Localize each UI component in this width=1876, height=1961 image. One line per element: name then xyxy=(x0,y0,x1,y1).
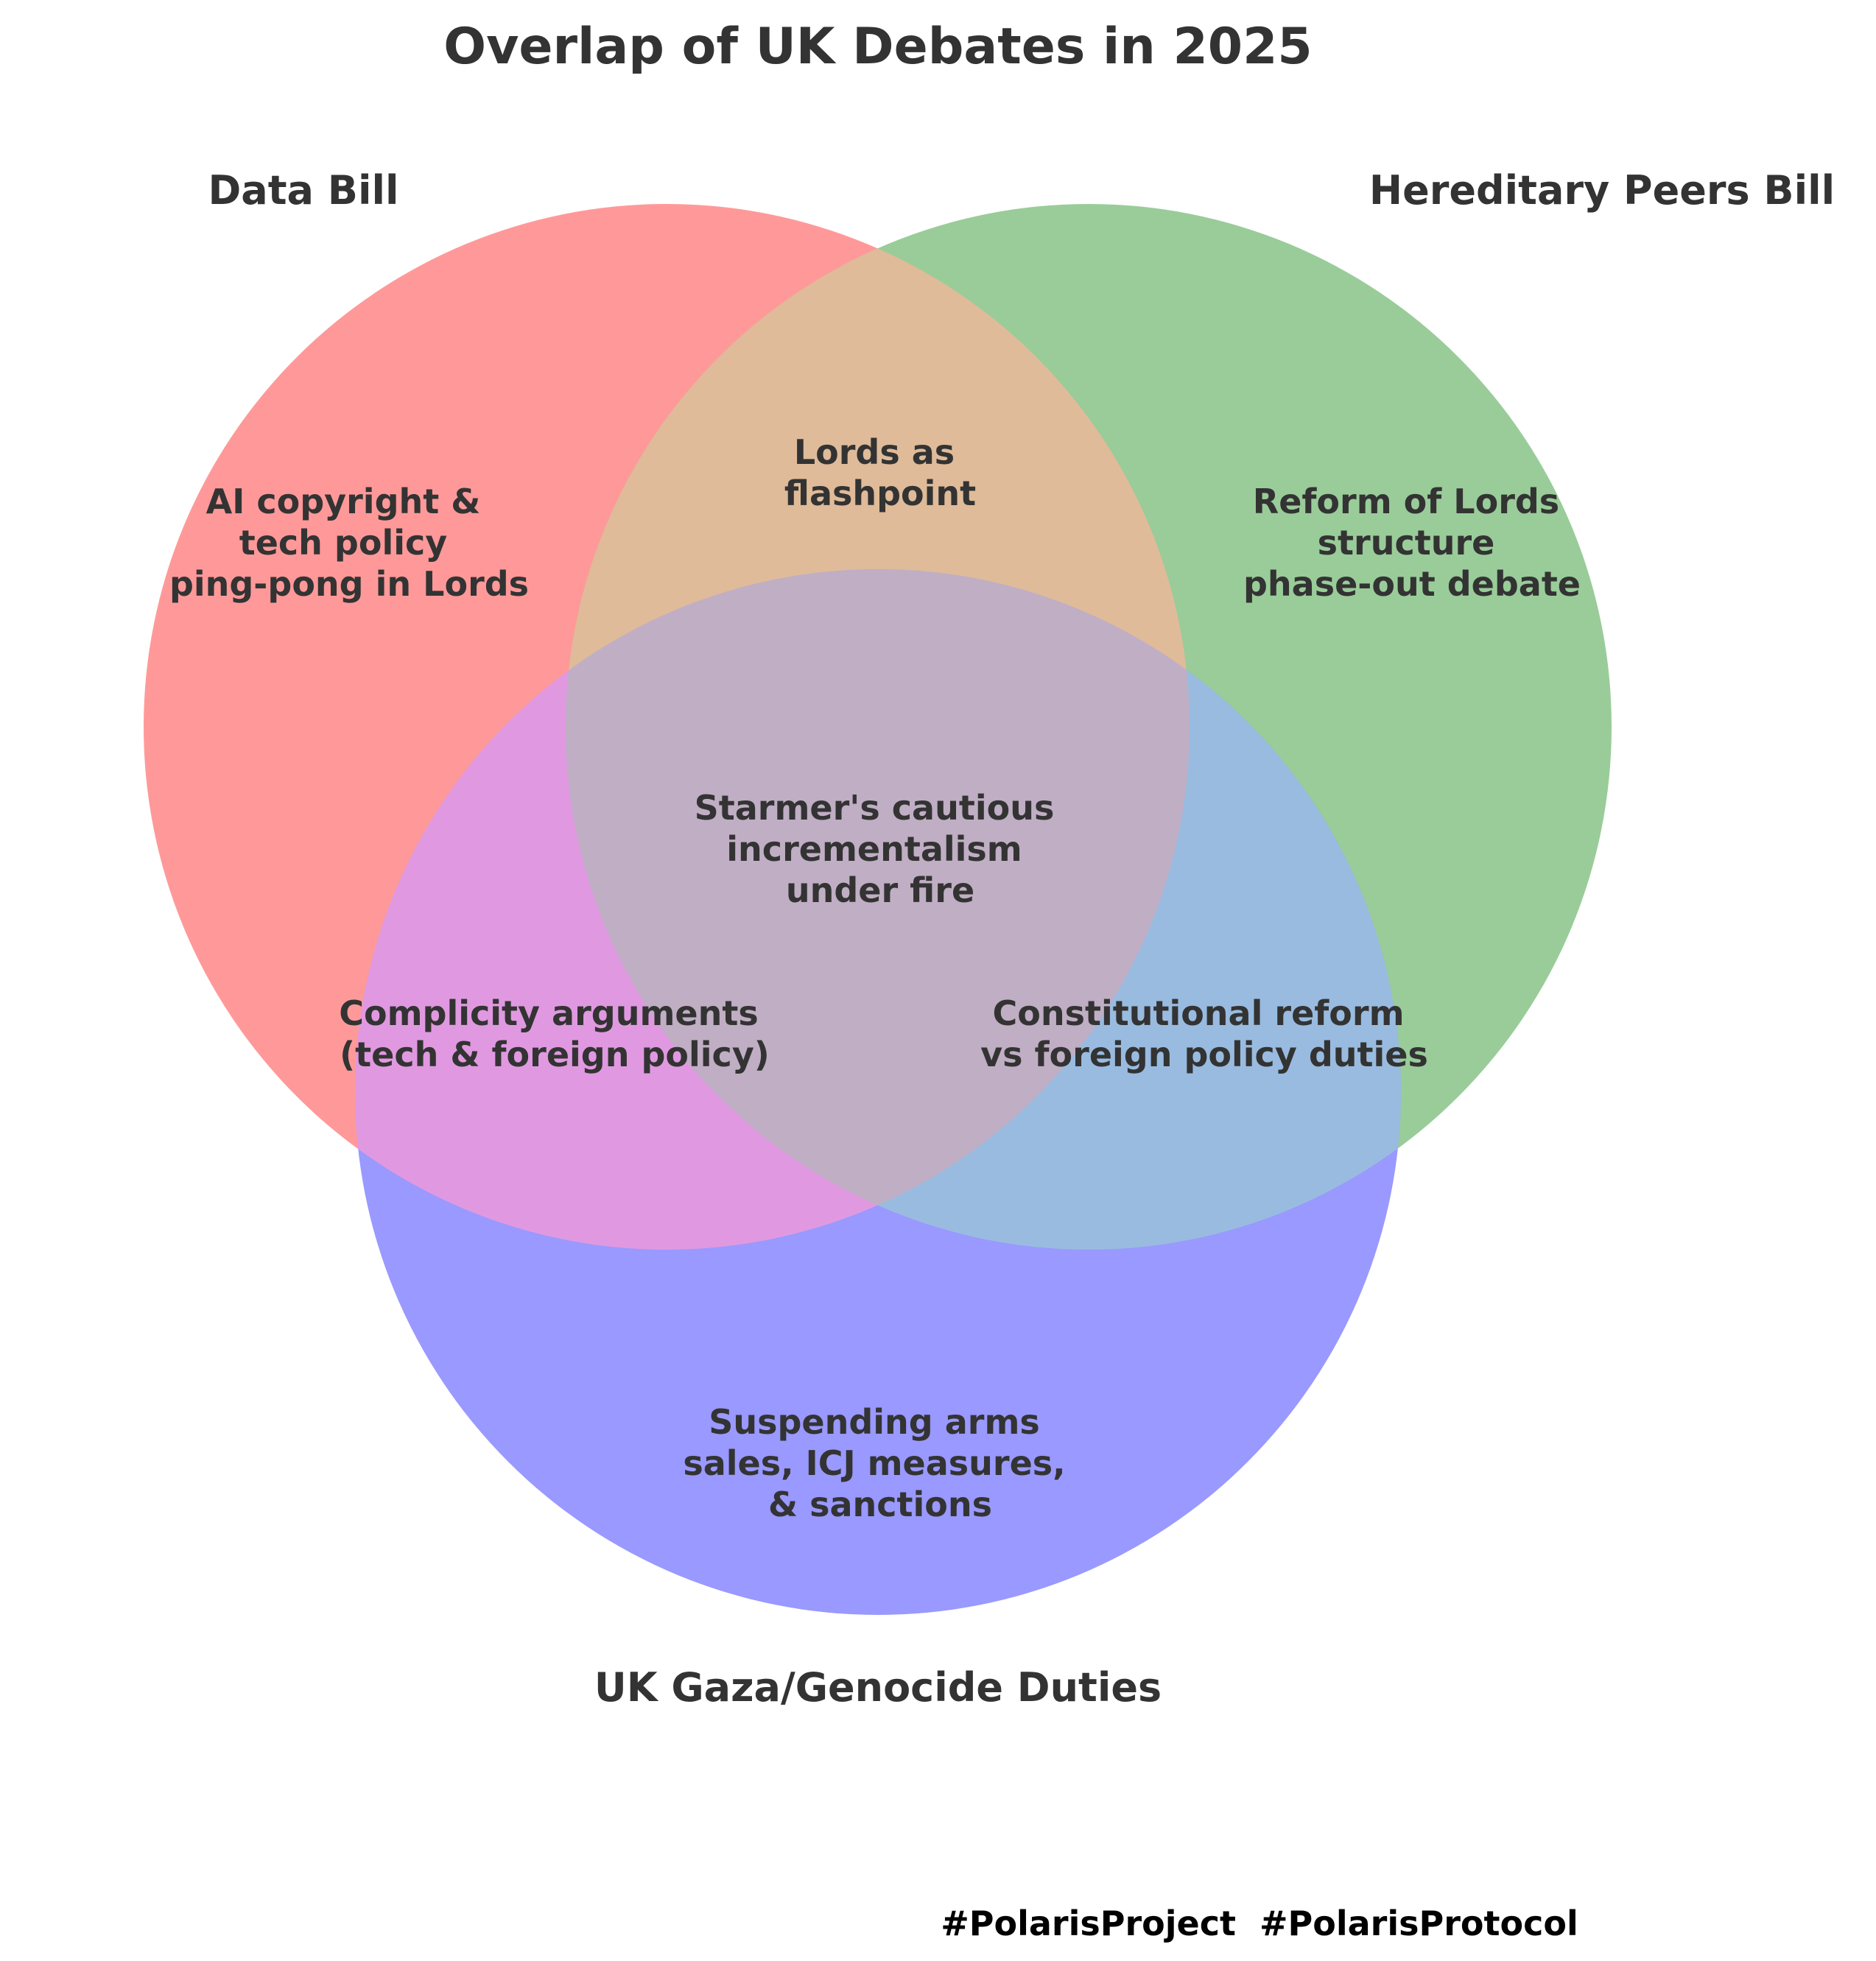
region-data-gaza: Complicity arguments (tech & foreign pol… xyxy=(339,993,770,1074)
region-data-only: AI copyright & tech policy ping-pong in … xyxy=(169,482,529,604)
set-label-gaza-duties: UK Gaza/Genocide Duties xyxy=(594,1664,1162,1711)
set-label-data-bill: Data Bill xyxy=(208,167,398,214)
chart-title: Overlap of UK Debates in 2025 xyxy=(443,18,1312,76)
overlap-all-three xyxy=(566,569,1190,1250)
region-all-three: Starmer's cautious incrementalism under … xyxy=(695,788,1067,910)
region-peers-gaza: Constitutional reform vs foreign policy … xyxy=(980,993,1428,1074)
set-label-hereditary-peers-bill: Hereditary Peers Bill xyxy=(1369,167,1835,214)
footer-hashtags: #PolarisProject #PolarisProtocol xyxy=(941,1904,1578,1943)
region-data-peers: Lords as flashpoint xyxy=(784,432,976,513)
region-peers-only: Reform of Lords structure phase-out deba… xyxy=(1243,482,1581,604)
region-gaza-only: Suspending arms sales, ICJ measures, & s… xyxy=(683,1402,1077,1524)
